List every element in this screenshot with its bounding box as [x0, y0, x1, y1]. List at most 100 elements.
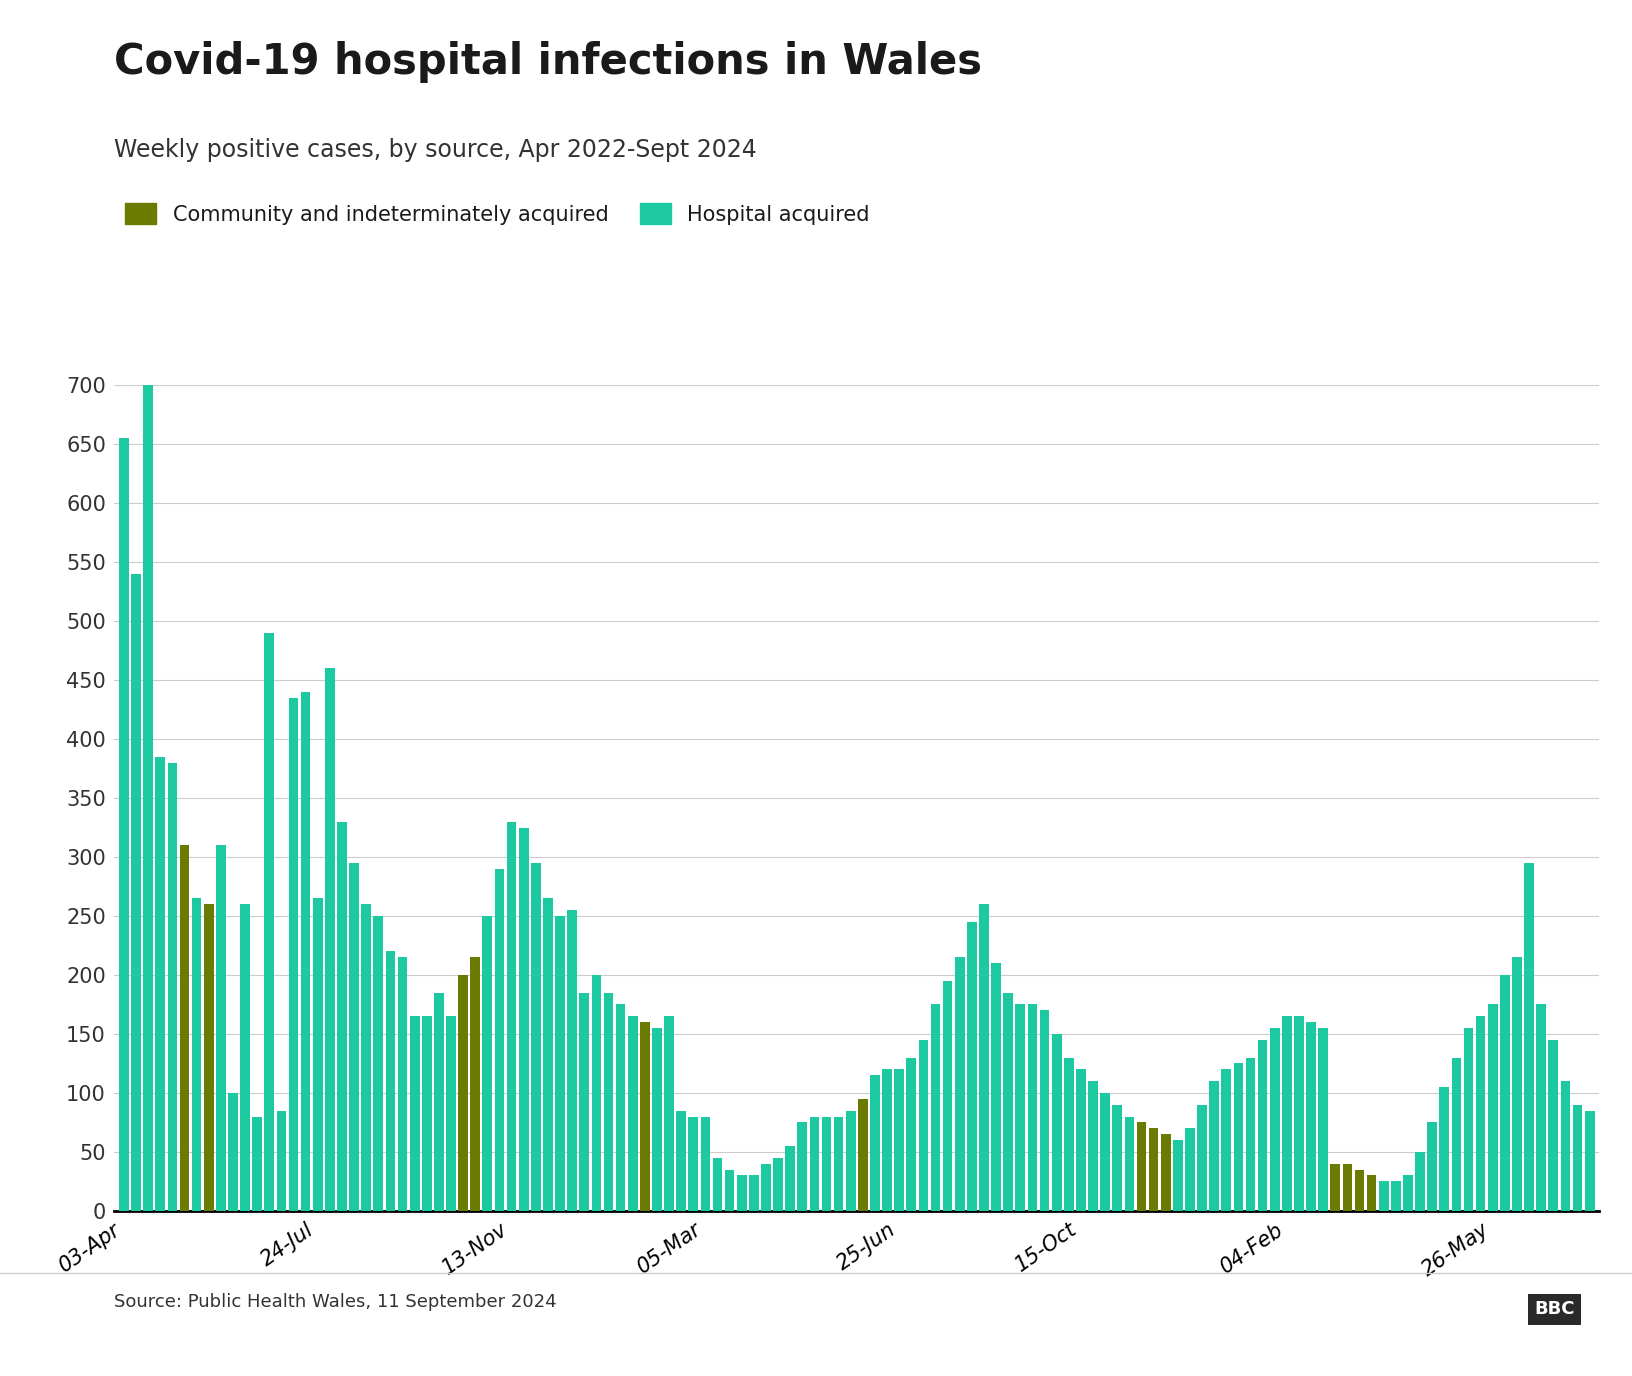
Bar	[591, 1017, 601, 1211]
Bar	[749, 1175, 759, 1211]
Bar	[1366, 1175, 1376, 1211]
Bar	[1028, 1004, 1038, 1211]
Bar	[1113, 1110, 1123, 1211]
Bar	[410, 1017, 419, 1211]
Bar	[858, 1105, 868, 1211]
Bar	[1053, 1046, 1061, 1211]
Bar	[1330, 1164, 1340, 1211]
Bar	[1100, 1099, 1110, 1211]
Bar	[300, 1058, 310, 1211]
Bar	[785, 1157, 795, 1211]
Bar	[398, 958, 408, 1211]
Bar	[628, 1033, 638, 1211]
Bar	[325, 976, 335, 1211]
Bar	[1283, 1046, 1291, 1211]
Bar	[1439, 1087, 1449, 1211]
Bar	[228, 1105, 238, 1211]
Bar	[180, 845, 189, 1211]
Bar	[155, 762, 165, 1211]
Bar	[519, 827, 529, 1211]
Bar	[1136, 1128, 1146, 1211]
Bar	[858, 1099, 868, 1211]
Bar	[1113, 1105, 1123, 1211]
Bar	[1173, 1141, 1183, 1211]
Bar	[1355, 1182, 1364, 1211]
Bar	[313, 927, 323, 1211]
Bar	[725, 1170, 734, 1211]
Bar	[1124, 1116, 1134, 1211]
Bar	[1234, 1064, 1244, 1211]
Bar	[423, 1017, 431, 1211]
Bar	[834, 1116, 844, 1211]
Bar	[338, 821, 348, 1211]
Bar	[1513, 1051, 1521, 1211]
Bar	[1415, 1164, 1425, 1211]
Bar	[459, 976, 468, 1211]
Bar	[979, 1028, 989, 1211]
Bar	[204, 904, 214, 1211]
Bar	[883, 1069, 893, 1211]
Bar	[979, 904, 989, 1211]
Bar	[1258, 1040, 1268, 1211]
Bar	[338, 1017, 348, 1211]
Bar	[845, 1110, 855, 1211]
Bar	[761, 1164, 770, 1211]
Bar	[1198, 1105, 1208, 1211]
Bar	[119, 721, 129, 1211]
Bar	[1160, 1146, 1170, 1211]
Bar	[1524, 863, 1534, 1211]
Bar	[253, 1123, 263, 1211]
Bar	[689, 1123, 698, 1211]
Bar	[300, 692, 310, 1211]
Bar	[870, 1075, 880, 1211]
Bar	[1160, 1134, 1170, 1211]
Bar	[785, 1146, 795, 1211]
Bar	[204, 904, 214, 1211]
Bar	[1585, 1157, 1594, 1211]
Bar	[193, 1051, 201, 1211]
Bar	[640, 1022, 650, 1211]
Bar	[1524, 1058, 1534, 1211]
Bar	[1415, 1152, 1425, 1211]
Bar	[1149, 1141, 1159, 1211]
Bar	[725, 1175, 734, 1211]
Bar	[193, 899, 201, 1211]
Bar	[1234, 1082, 1244, 1211]
Bar	[374, 1033, 384, 1211]
Bar	[228, 1093, 238, 1211]
Bar	[1136, 1123, 1146, 1211]
Bar	[1015, 1028, 1025, 1211]
Bar	[1306, 1058, 1315, 1211]
Bar	[1089, 1082, 1098, 1211]
Bar	[858, 1099, 868, 1211]
Bar	[955, 1022, 965, 1211]
Bar	[1549, 1040, 1559, 1211]
Bar	[155, 757, 165, 1211]
Bar	[1500, 1040, 1510, 1211]
Bar	[798, 1146, 808, 1211]
Bar	[809, 1116, 819, 1211]
Bar	[821, 1116, 831, 1211]
Bar	[1379, 1182, 1389, 1211]
Bar	[253, 1116, 263, 1211]
Bar	[1198, 1123, 1208, 1211]
Text: Covid-19 hospital infections in Wales: Covid-19 hospital infections in Wales	[114, 41, 982, 84]
Bar	[700, 1116, 710, 1211]
Bar	[144, 852, 153, 1211]
Bar	[664, 1017, 674, 1211]
Bar	[991, 963, 1000, 1211]
Bar	[943, 981, 953, 1211]
Bar	[568, 1040, 578, 1211]
Bar	[1355, 1170, 1364, 1211]
Bar	[761, 1170, 770, 1211]
Bar	[446, 1017, 455, 1211]
Bar	[483, 951, 493, 1211]
Bar	[168, 762, 178, 1211]
Bar	[1536, 1093, 1546, 1211]
Bar	[1549, 1116, 1559, 1211]
Bar	[930, 1033, 940, 1211]
Bar	[543, 1033, 553, 1211]
Bar	[1221, 1093, 1231, 1211]
Bar	[1488, 1046, 1498, 1211]
Bar	[834, 1116, 844, 1211]
